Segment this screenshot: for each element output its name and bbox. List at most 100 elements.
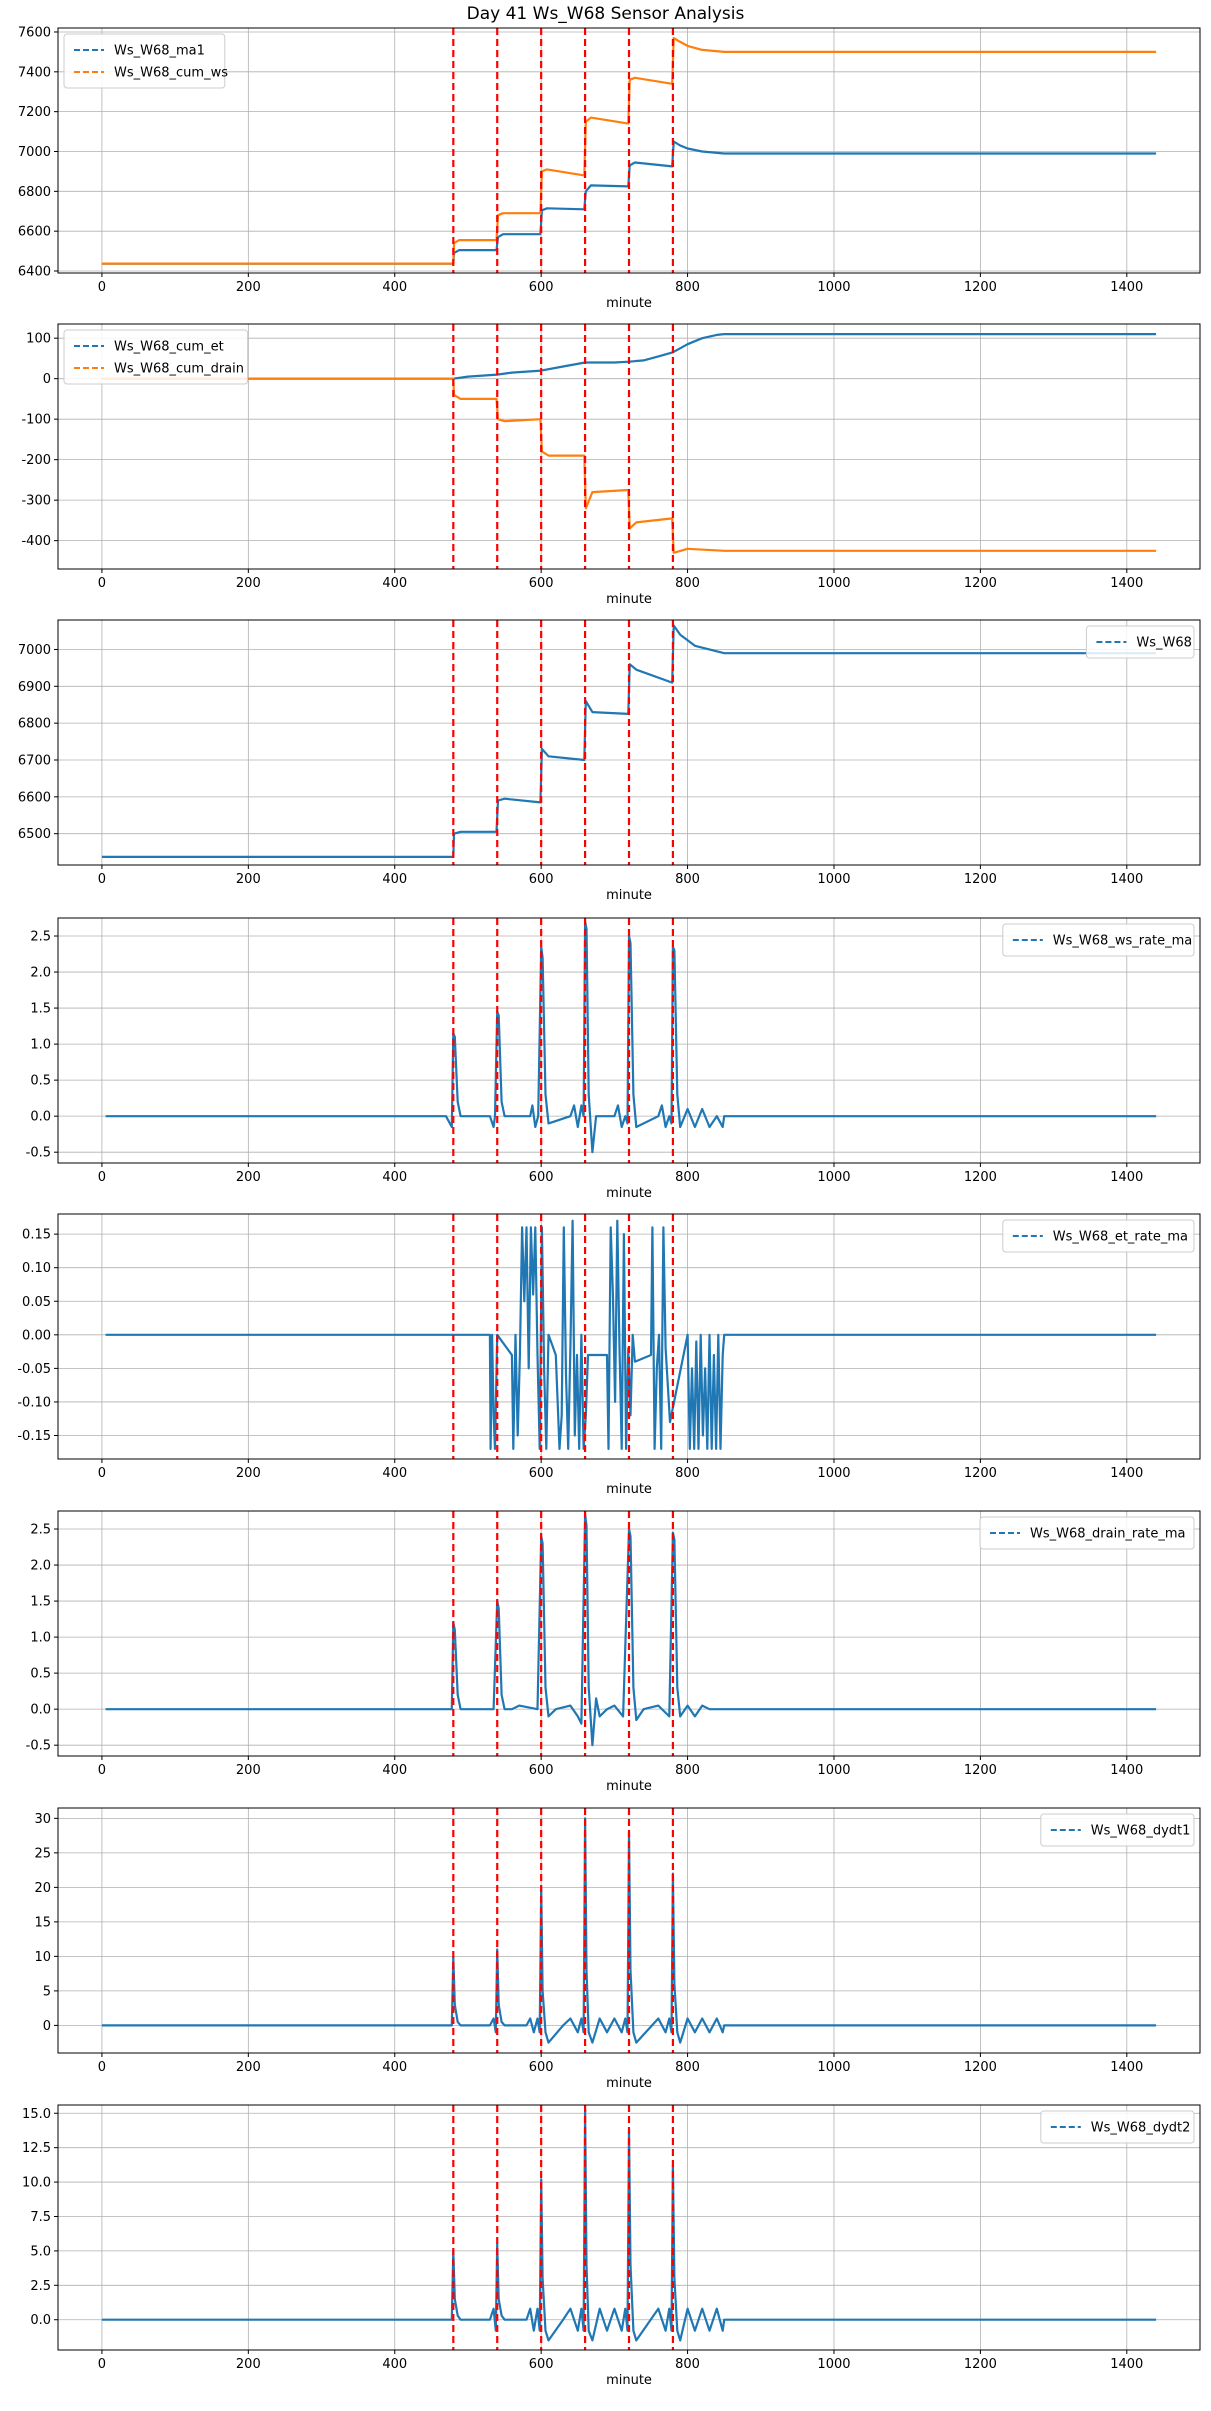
x-tick-label: 1200 — [964, 1763, 997, 1778]
subplot-6: 0 200 400 600 800 1000 1200 1400 -0.5 0.0 0.5 1.0 1.… — [26, 1510, 1201, 1794]
series-line-Ws_W68_et_rate_ma — [105, 1219, 1157, 1450]
y-tick-label: 10.0 — [22, 2176, 51, 2191]
x-tick-label: 600 — [529, 872, 554, 887]
axes-frame — [57, 27, 1201, 274]
legend: Ws_W68_cum_et Ws_W68_cum_drain — [63, 329, 249, 385]
legend-label: Ws_W68_et_rate_ma — [1053, 1230, 1188, 1245]
y-tick-label: 0 — [43, 2019, 51, 2034]
x-tick-label: 600 — [529, 1763, 554, 1778]
x-tick-label: 600 — [529, 1466, 554, 1481]
plot-area — [101, 620, 1157, 865]
x-tick-label: 400 — [382, 2060, 407, 2075]
x-tick-label: 1200 — [964, 576, 997, 591]
legend-label: Ws_W68_dydt1 — [1091, 1824, 1191, 1839]
y-tick-label: -0.05 — [17, 1362, 51, 1377]
y-tick-label: 7200 — [18, 105, 51, 120]
legend-box — [1040, 2110, 1195, 2144]
y-tick-label: 20 — [34, 1881, 51, 1896]
y-tick-label: 6600 — [18, 790, 51, 805]
legend-box — [63, 329, 249, 385]
x-tick-label: 1400 — [1110, 1763, 1143, 1778]
y-tick-label: 5 — [43, 1984, 51, 1999]
x-tick-label: 1000 — [817, 1170, 850, 1185]
x-tick-label: 1000 — [817, 1763, 850, 1778]
y-tick-label: 6500 — [18, 827, 51, 842]
axes-frame — [57, 2104, 1201, 2351]
x-tick-label: 1200 — [964, 280, 997, 295]
x-tick-label: 400 — [382, 1170, 407, 1185]
y-tick-label: 25 — [34, 1846, 51, 1861]
y-tick-label: -400 — [21, 534, 51, 549]
series-line-Ws_W68_ws_rate_ma — [105, 920, 1157, 1154]
x-tick-label: 400 — [382, 872, 407, 887]
y-tick-label: 100 — [26, 332, 51, 347]
y-tick-label: 0.5 — [30, 1074, 51, 1089]
subplot-7: 0 200 400 600 800 1000 1200 1400 0 5 10 15 20 25 30 min… — [34, 1807, 1201, 2091]
plot-area — [101, 28, 1157, 273]
y-tick-label: 0.5 — [30, 1667, 51, 1682]
y-tick-label: 0.10 — [22, 1261, 51, 1276]
x-axis-label: minute — [606, 296, 652, 311]
legend: Ws_W68_dydt1 — [1040, 1813, 1195, 1847]
y-tick-label: 0.15 — [22, 1228, 51, 1243]
axes-frame — [57, 323, 1201, 570]
y-tick-label: 2.5 — [30, 930, 51, 945]
x-axis-label: minute — [606, 2373, 652, 2388]
x-tick-label: 0 — [98, 872, 106, 887]
legend-label: Ws_W68 — [1136, 636, 1192, 651]
x-tick-label: 400 — [382, 2357, 407, 2372]
x-tick-label: 1000 — [817, 2060, 850, 2075]
y-tick-label: 7600 — [18, 25, 51, 40]
x-tick-label: 1400 — [1110, 1170, 1143, 1185]
x-tick-label: 1400 — [1110, 872, 1143, 887]
subplot-4: 0 200 400 600 800 1000 1200 1400 -0.5 0.0 0.5 1.0 1.… — [26, 917, 1201, 1201]
subplot-5: 0 200 400 600 800 1000 1200 1400 -0.15 -0.10 -0.05… — [17, 1213, 1201, 1497]
y-tick-label: 5.0 — [30, 2244, 51, 2259]
y-tick-label: -300 — [21, 494, 51, 509]
y-tick-label: 6800 — [18, 185, 51, 200]
y-tick-label: -200 — [21, 453, 51, 468]
x-tick-label: 0 — [98, 1763, 106, 1778]
y-tick-label: 6900 — [18, 680, 51, 695]
x-axis-label: minute — [606, 1482, 652, 1497]
x-tick-label: 1000 — [817, 2357, 850, 2372]
legend-box — [1002, 1219, 1195, 1253]
axes-frame — [57, 619, 1201, 866]
y-tick-label: 2.0 — [30, 966, 51, 981]
y-tick-label: 1.5 — [30, 1595, 51, 1610]
plot-area — [105, 1214, 1157, 1459]
x-tick-label: 0 — [98, 2357, 106, 2372]
y-tick-label: 0 — [43, 372, 51, 387]
y-tick-label: 10 — [34, 1950, 51, 1965]
x-tick-label: 0 — [98, 2060, 106, 2075]
y-tick-label: 1.5 — [30, 1002, 51, 1017]
x-tick-label: 400 — [382, 280, 407, 295]
plot-area — [101, 324, 1157, 569]
x-tick-label: 600 — [529, 576, 554, 591]
legend-box — [63, 33, 226, 89]
legend-box — [1040, 1813, 1195, 1847]
x-axis-label: minute — [606, 888, 652, 903]
x-axis-label: minute — [606, 592, 652, 607]
y-tick-label: -0.10 — [17, 1395, 51, 1410]
plot-area — [105, 1511, 1157, 1756]
y-tick-label: 1.0 — [30, 1038, 51, 1053]
x-axis-label: minute — [606, 1186, 652, 1201]
x-tick-label: 200 — [236, 280, 261, 295]
legend-label: Ws_W68_ws_rate_ma — [1053, 934, 1192, 949]
legend: Ws_W68_drain_rate_ma — [979, 1516, 1195, 1550]
subplot-2: 0 200 400 600 800 1000 1200 1400-400-300-200-10… — [21, 323, 1201, 607]
y-tick-label: 7400 — [18, 65, 51, 80]
legend: Ws_W68_ws_rate_ma — [1002, 923, 1195, 957]
series-line-Ws_W68_ma1 — [101, 140, 1157, 265]
x-tick-label: 200 — [236, 576, 261, 591]
legend-box — [1085, 625, 1195, 659]
legend: Ws_W68 — [1085, 625, 1195, 659]
legend-label: Ws_W68_drain_rate_ma — [1030, 1527, 1185, 1542]
grid — [58, 324, 1200, 569]
legend: Ws_W68_et_rate_ma — [1002, 1219, 1195, 1253]
x-tick-label: 1400 — [1110, 2060, 1143, 2075]
series-line-Ws_W68_cum_et — [101, 333, 1157, 380]
axes-frame — [57, 917, 1201, 1164]
x-tick-label: 600 — [529, 1170, 554, 1185]
